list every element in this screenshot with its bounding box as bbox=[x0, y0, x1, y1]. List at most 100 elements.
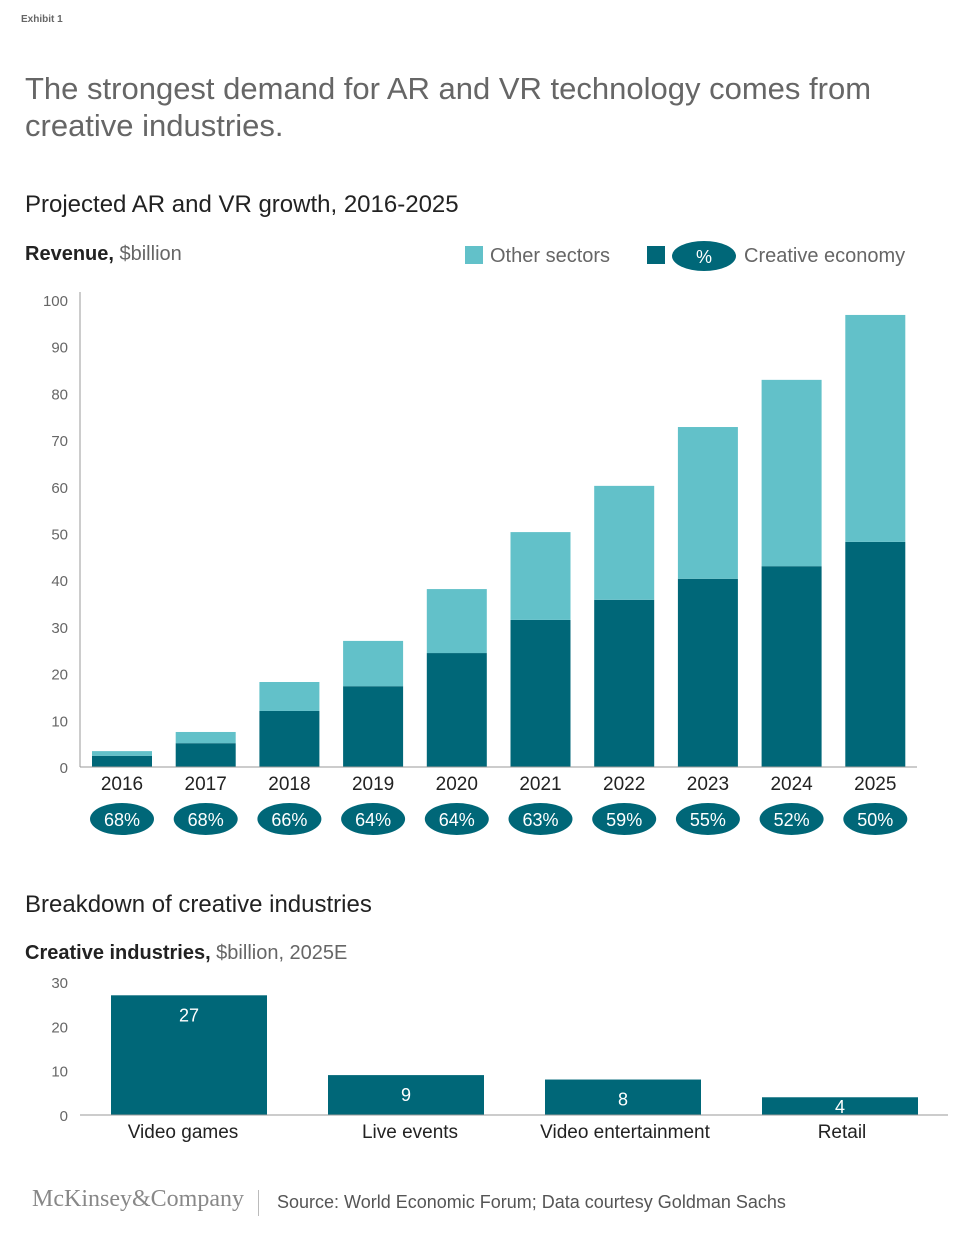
chart1-plot: 0 10 20 30 40 50 60 70 80 90 100 2016 68% 2017 68% 2018… bbox=[43, 292, 917, 835]
bar-creative-2025 bbox=[845, 541, 906, 767]
share-bubble-2018 bbox=[257, 803, 322, 835]
mckinsey-logo: McKinsey&Company bbox=[32, 1186, 244, 1212]
exhibit-label: Exhibit 1 bbox=[21, 14, 63, 25]
y-tick-label: 10 bbox=[51, 713, 68, 730]
share-label-2016: 68% bbox=[104, 810, 140, 830]
bar-creative-2022 bbox=[594, 599, 655, 767]
bar-other-2016 bbox=[92, 751, 152, 756]
chart1-ylabel-rest: $billion bbox=[113, 243, 182, 265]
data-label: 4 bbox=[835, 1097, 845, 1117]
bar-video-entertainment bbox=[545, 1079, 701, 1115]
legend-pct-symbol: % bbox=[696, 247, 712, 267]
bar-creative-2016 bbox=[92, 755, 152, 767]
x-tick-label: 2017 bbox=[185, 774, 227, 795]
y-tick-label: 30 bbox=[51, 975, 68, 992]
x-tick-label: Video games bbox=[128, 1122, 239, 1143]
share-bubble-2025 bbox=[843, 803, 908, 835]
page-title: The strongest demand for AR and VR techn… bbox=[25, 71, 872, 143]
bar-other-2024 bbox=[761, 379, 822, 567]
chart1-ylabel: Revenue, $billion bbox=[25, 243, 182, 266]
x-tick-label: Retail bbox=[818, 1122, 867, 1143]
y-tick-label: 50 bbox=[51, 527, 68, 544]
bar-retail bbox=[762, 1097, 918, 1115]
share-label-2025: 50% bbox=[857, 810, 893, 830]
bar-creative-2020 bbox=[426, 653, 487, 767]
y-tick-label: 40 bbox=[51, 573, 68, 590]
share-bubble-2024 bbox=[759, 803, 824, 835]
bar-creative-2017 bbox=[175, 743, 236, 767]
y-tick-label: 0 bbox=[60, 1108, 68, 1125]
source-note: Source: World Economic Forum; Data court… bbox=[277, 1192, 786, 1212]
bar-other-2021 bbox=[510, 532, 571, 620]
share-label-2017: 68% bbox=[188, 810, 224, 830]
x-tick-label: 2021 bbox=[519, 774, 561, 795]
bar-creative-2018 bbox=[259, 710, 320, 767]
y-tick-label: 70 bbox=[51, 433, 68, 450]
data-label: 8 bbox=[618, 1090, 628, 1110]
data-label: 27 bbox=[179, 1005, 199, 1025]
share-bubble-2017 bbox=[173, 803, 238, 835]
bar-other-2022 bbox=[594, 485, 655, 600]
bar-other-2019 bbox=[343, 640, 404, 687]
chart2-title: Breakdown of creative industries bbox=[25, 891, 372, 918]
legend-swatch-creative bbox=[647, 246, 665, 264]
bar-other-2023 bbox=[677, 427, 738, 579]
bar-creative-2024 bbox=[761, 566, 822, 767]
chart1-ylabel-bold: Revenue, bbox=[25, 243, 114, 265]
bar-creative-2023 bbox=[677, 578, 738, 767]
chart2-ylabel: Creative industries, $billion, 2025E bbox=[25, 942, 347, 965]
y-tick-label: 100 bbox=[43, 293, 68, 310]
chart2-ylabel-bold: Creative industries, bbox=[25, 942, 211, 964]
share-label-2023: 55% bbox=[690, 810, 726, 830]
legend-label-other: Other sectors bbox=[490, 245, 610, 267]
x-tick-label: 2025 bbox=[854, 774, 896, 795]
share-label-2019: 64% bbox=[355, 810, 391, 830]
chart2-ylabel-rest: $billion, 2025E bbox=[210, 942, 348, 964]
bar-creative-2021 bbox=[510, 619, 571, 767]
legend-label-creative: Creative economy bbox=[744, 245, 905, 267]
bar-other-2020 bbox=[426, 589, 487, 654]
bar-other-2017 bbox=[175, 731, 236, 744]
share-label-2024: 52% bbox=[774, 810, 810, 830]
share-label-2020: 64% bbox=[439, 810, 475, 830]
legend-swatch-other bbox=[465, 246, 483, 264]
x-tick-label: 2016 bbox=[101, 774, 143, 795]
x-tick-label: 2022 bbox=[603, 774, 645, 795]
x-tick-label: 2018 bbox=[268, 774, 310, 795]
bar-video-games bbox=[111, 995, 267, 1115]
bar-other-2025 bbox=[845, 314, 906, 542]
y-tick-label: 60 bbox=[51, 480, 68, 497]
y-tick-label: 20 bbox=[51, 667, 68, 684]
share-bubble-2021 bbox=[508, 803, 573, 835]
bar-creative-2019 bbox=[343, 686, 404, 767]
share-bubble-2020 bbox=[424, 803, 489, 835]
bar-live-events bbox=[328, 1075, 484, 1115]
y-tick-label: 0 bbox=[60, 760, 68, 777]
share-bubble-2022 bbox=[592, 803, 657, 835]
y-tick-label: 30 bbox=[51, 620, 68, 637]
legend: Other sectors % Creative economy bbox=[465, 241, 905, 271]
footer-divider bbox=[258, 1190, 259, 1216]
y-tick-label: 80 bbox=[51, 386, 68, 403]
share-label-2018: 66% bbox=[271, 810, 307, 830]
share-bubble-2023 bbox=[675, 803, 740, 835]
y-tick-label: 20 bbox=[51, 1019, 68, 1036]
data-label: 9 bbox=[401, 1085, 411, 1105]
share-bubble-2019 bbox=[341, 803, 406, 835]
share-label-2021: 63% bbox=[522, 810, 558, 830]
y-tick-label: 90 bbox=[51, 340, 68, 357]
chart2-plot: 0 10 20 30 27 Video games 9 Live events 8 Video e… bbox=[51, 975, 948, 1143]
x-tick-label: 2020 bbox=[436, 774, 478, 795]
chart1-title: Projected AR and VR growth, 2016-2025 bbox=[25, 191, 459, 218]
x-tick-label: Video entertainment bbox=[540, 1122, 710, 1143]
x-tick-label: Live events bbox=[362, 1122, 458, 1143]
share-bubble-2016 bbox=[90, 803, 154, 835]
x-tick-label: 2023 bbox=[687, 774, 729, 795]
x-tick-label: 2024 bbox=[770, 774, 813, 795]
y-tick-label: 10 bbox=[51, 1064, 68, 1081]
share-label-2022: 59% bbox=[606, 810, 642, 830]
bar-other-2018 bbox=[259, 682, 320, 711]
legend-pct-bubble bbox=[672, 241, 736, 271]
x-tick-label: 2019 bbox=[352, 774, 394, 795]
